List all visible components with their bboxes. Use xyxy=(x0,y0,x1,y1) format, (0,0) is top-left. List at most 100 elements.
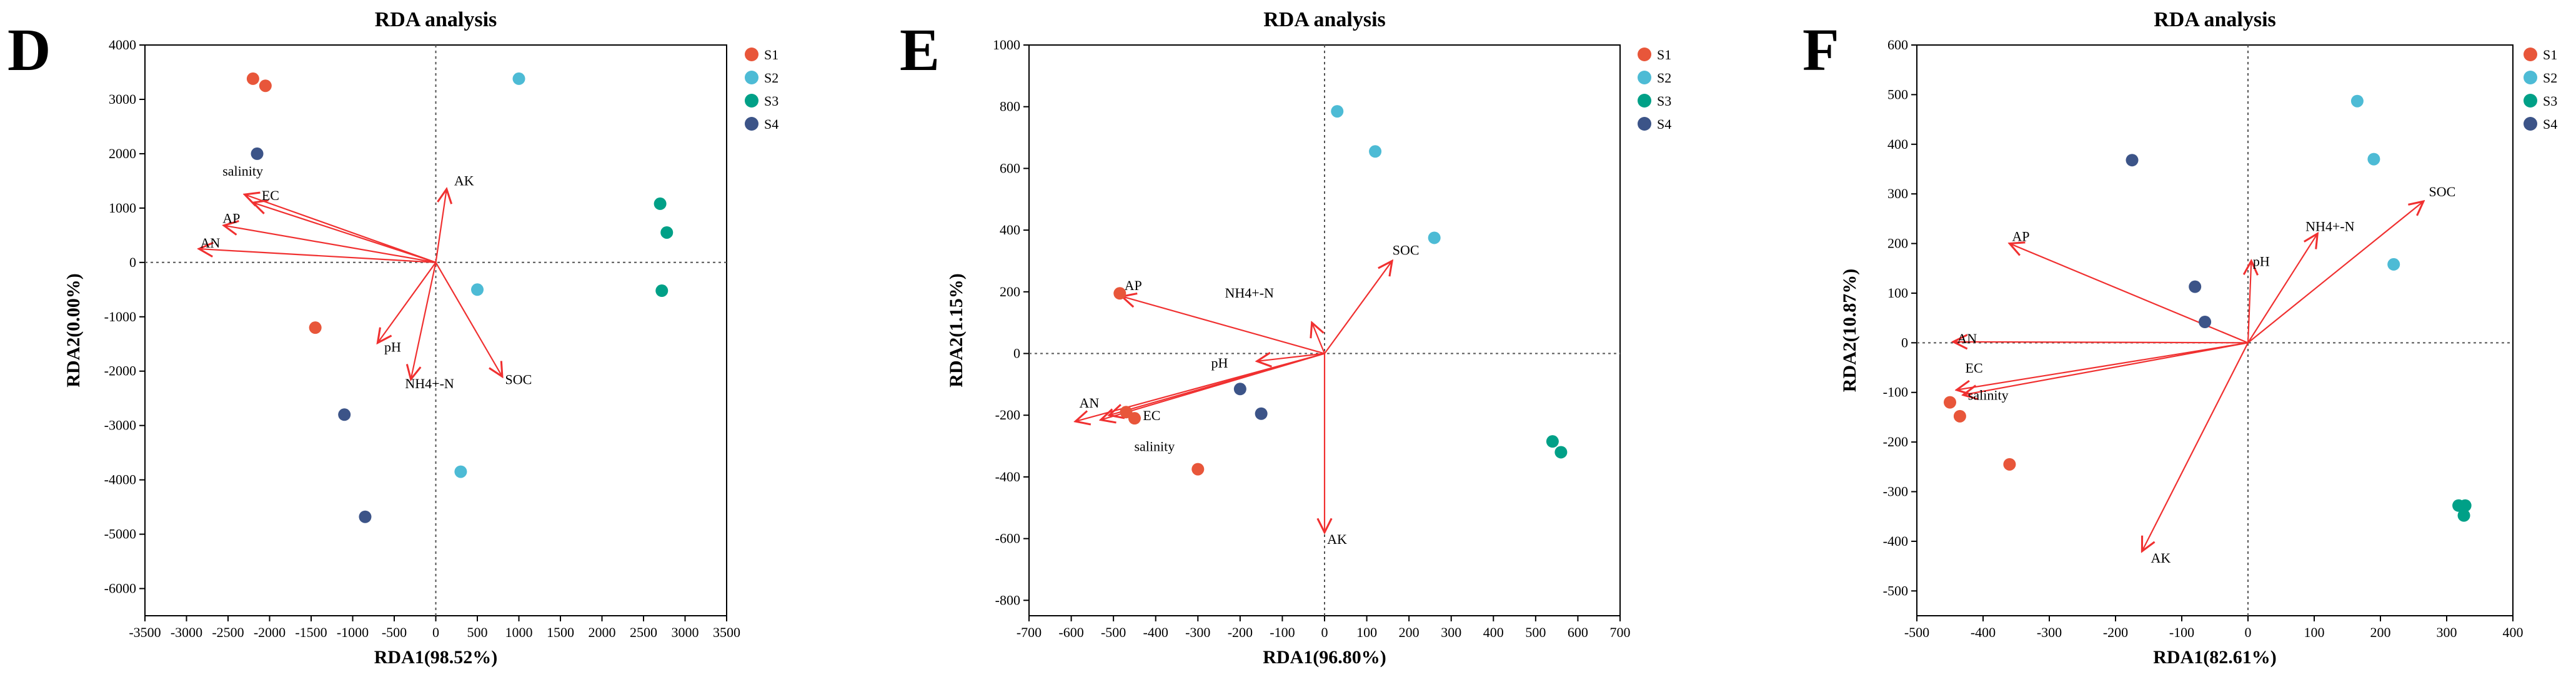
y-tick-label: -800 xyxy=(995,592,1020,608)
y-tick-label: -400 xyxy=(995,469,1020,484)
arrow-label: SOC xyxy=(2429,184,2456,199)
data-point xyxy=(1113,287,1126,300)
x-tick-label: -600 xyxy=(1058,624,1083,640)
data-point xyxy=(259,79,272,93)
y-tick-label: -500 xyxy=(1883,583,1908,598)
y-tick-label: -5000 xyxy=(104,526,136,542)
x-tick-label: -2000 xyxy=(254,624,286,640)
arrow-label: AP xyxy=(2012,229,2029,244)
loading-arrow xyxy=(253,203,436,263)
x-tick-label: 3000 xyxy=(672,624,699,640)
arrow-label: NH4+-N xyxy=(405,376,454,391)
data-point xyxy=(1331,105,1344,118)
data-point xyxy=(1128,412,1141,425)
data-point xyxy=(1191,463,1205,476)
loading-arrow xyxy=(1312,323,1326,354)
loading-arrow xyxy=(1324,261,1392,354)
data-point xyxy=(660,226,674,239)
arrow-label: AK xyxy=(1327,531,1347,547)
x-tick-label: 0 xyxy=(432,624,439,640)
x-tick-label: -100 xyxy=(2169,624,2194,640)
data-point xyxy=(1953,409,1966,423)
x-tick-label: 500 xyxy=(1525,624,1546,640)
x-tick-label: -3500 xyxy=(129,624,161,640)
loading-arrow xyxy=(224,226,436,263)
arrow-label: pH xyxy=(384,339,401,354)
legend-label: S4 xyxy=(764,116,778,132)
x-tick-label: 0 xyxy=(2245,624,2252,640)
loading-arrow xyxy=(2142,342,2249,551)
data-point xyxy=(2003,458,2016,471)
chart-title: RDA analysis xyxy=(2154,8,2276,31)
panel-f: F RDA analysis -500 -400 -300 -200 -100 0 100 200… xyxy=(1803,8,2557,668)
legend-marker xyxy=(1638,48,1651,61)
data-point xyxy=(309,321,322,334)
arrow-label: pH xyxy=(1211,355,1228,371)
loading-arrow xyxy=(2247,234,2317,343)
loading-arrow xyxy=(1122,296,1325,354)
y-tick-label: -600 xyxy=(995,531,1020,546)
legend-marker xyxy=(2524,117,2537,131)
arrow-label: pH xyxy=(2253,253,2270,269)
y-tick-label: 0 xyxy=(1013,346,1020,361)
y-tick-label: -2000 xyxy=(104,363,136,379)
x-axis-label: RDA1(82.61%) xyxy=(2153,647,2276,668)
x-tick-label: -200 xyxy=(2103,624,2128,640)
x-tick-label: -500 xyxy=(1904,624,1929,640)
x-tick-label: 1000 xyxy=(505,624,533,640)
loading-arrow xyxy=(2247,201,2424,344)
legend-marker xyxy=(745,71,758,84)
loading-arrow xyxy=(2009,244,2249,344)
data-point xyxy=(359,510,372,523)
x-tick-label: -100 xyxy=(1270,624,1295,640)
arrow-label: EC xyxy=(1143,408,1160,423)
data-point xyxy=(655,284,669,298)
loading-arrow xyxy=(377,262,437,343)
x-tick-label: 100 xyxy=(1356,624,1377,640)
arrow-label: AP xyxy=(222,211,240,226)
arrow-label: EC xyxy=(262,188,279,203)
legend-marker xyxy=(745,94,758,108)
legend-marker xyxy=(2524,71,2537,84)
panel-letter: F xyxy=(1803,16,1839,83)
legend-label: S2 xyxy=(1657,70,1671,86)
x-tick-label: 400 xyxy=(2503,624,2524,640)
x-tick-label: 400 xyxy=(1483,624,1504,640)
y-tick-label: -300 xyxy=(1883,484,1908,499)
y-tick-label: -3000 xyxy=(104,418,136,433)
y-tick-label: 200 xyxy=(1887,236,1908,251)
arrow-label: salinity xyxy=(222,163,263,179)
arrow-label: AN xyxy=(1079,395,1099,411)
x-tick-label: 500 xyxy=(467,624,488,640)
x-tick-label: 2500 xyxy=(630,624,657,640)
x-tick-label: -700 xyxy=(1017,624,1042,640)
y-tick-label: 200 xyxy=(1000,284,1020,299)
y-tick-label: 600 xyxy=(1887,37,1908,53)
plot-frame xyxy=(1916,44,2514,616)
data-point xyxy=(654,197,667,210)
arrow-label: salinity xyxy=(1968,388,2009,403)
x-tick-label: 200 xyxy=(2370,624,2391,640)
y-axis-label: RDA2(1.15%) xyxy=(946,273,967,387)
x-axis-label: RDA1(98.52%) xyxy=(374,647,497,668)
legend-label: S3 xyxy=(1657,93,1671,109)
legend-marker xyxy=(745,117,758,131)
arrow-label: AK xyxy=(2151,550,2171,566)
data-point xyxy=(2457,509,2470,522)
legend-label: S1 xyxy=(764,47,778,63)
x-tick-label: -400 xyxy=(1971,624,1996,640)
loading-arrow xyxy=(2248,261,2251,343)
y-tick-label: 1000 xyxy=(993,37,1020,53)
x-tick-label: -1000 xyxy=(337,624,369,640)
y-tick-label: 400 xyxy=(1887,136,1908,152)
legend-marker xyxy=(1638,117,1651,131)
data-point xyxy=(251,147,264,160)
y-tick-label: 0 xyxy=(1901,334,1908,350)
legend-label: S1 xyxy=(1657,47,1671,63)
x-tick-label: 600 xyxy=(1568,624,1588,640)
y-tick-label: 600 xyxy=(1000,160,1020,176)
arrow-label: AK xyxy=(454,173,474,188)
data-point xyxy=(2367,153,2380,166)
y-tick-label: 800 xyxy=(1000,99,1020,114)
